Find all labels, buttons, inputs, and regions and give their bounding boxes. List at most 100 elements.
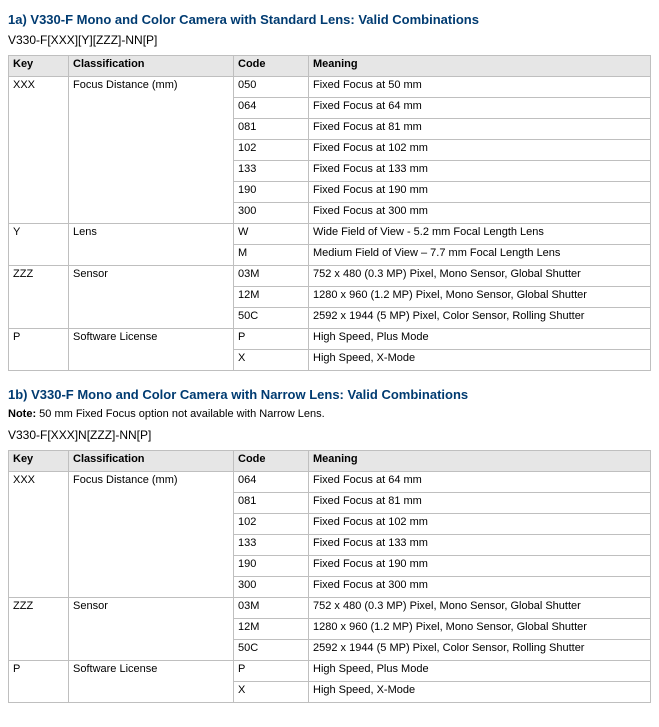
table-row: 133Fixed Focus at 133 mm (9, 161, 651, 182)
table-row: MMedium Field of View – 7.7 mm Focal Len… (9, 245, 651, 266)
cell-key (9, 514, 69, 535)
cell-meaning: Fixed Focus at 50 mm (309, 77, 651, 98)
cell-code: 03M (234, 598, 309, 619)
cell-key (9, 203, 69, 224)
table-row: 133Fixed Focus at 133 mm (9, 535, 651, 556)
cell-meaning: Fixed Focus at 133 mm (309, 161, 651, 182)
col-class: Classification (69, 451, 234, 472)
note-text: 50 mm Fixed Focus option not available w… (36, 408, 325, 420)
cell-meaning: Fixed Focus at 102 mm (309, 140, 651, 161)
cell-meaning: Fixed Focus at 190 mm (309, 182, 651, 203)
table-row: 102Fixed Focus at 102 mm (9, 514, 651, 535)
cell-code: X (234, 350, 309, 371)
col-code: Code (234, 451, 309, 472)
cell-code: X (234, 682, 309, 703)
cell-key (9, 556, 69, 577)
cell-meaning: Fixed Focus at 102 mm (309, 514, 651, 535)
cell-class (69, 182, 234, 203)
cell-class: Lens (69, 224, 234, 245)
table-row: PSoftware LicensePHigh Speed, Plus Mode (9, 329, 651, 350)
section-a-title: 1a) V330-F Mono and Color Camera with St… (8, 12, 651, 27)
cell-code: 12M (234, 287, 309, 308)
cell-code: 190 (234, 556, 309, 577)
cell-code: 133 (234, 161, 309, 182)
cell-key (9, 640, 69, 661)
section-b-note: Note: 50 mm Fixed Focus option not avail… (8, 408, 651, 420)
cell-key (9, 493, 69, 514)
cell-class (69, 514, 234, 535)
cell-meaning: 1280 x 960 (1.2 MP) Pixel, Mono Sensor, … (309, 287, 651, 308)
cell-key: ZZZ (9, 598, 69, 619)
cell-class (69, 350, 234, 371)
cell-key (9, 245, 69, 266)
cell-key: Y (9, 224, 69, 245)
cell-key: XXX (9, 77, 69, 98)
cell-meaning: Fixed Focus at 190 mm (309, 556, 651, 577)
cell-class (69, 119, 234, 140)
cell-code: 102 (234, 514, 309, 535)
cell-meaning: Wide Field of View - 5.2 mm Focal Length… (309, 224, 651, 245)
cell-code: 133 (234, 535, 309, 556)
cell-code: 102 (234, 140, 309, 161)
cell-class (69, 140, 234, 161)
cell-class (69, 287, 234, 308)
cell-key (9, 161, 69, 182)
cell-meaning: Fixed Focus at 64 mm (309, 98, 651, 119)
cell-code: 190 (234, 182, 309, 203)
cell-code: 03M (234, 266, 309, 287)
cell-class: Focus Distance (mm) (69, 472, 234, 493)
cell-meaning: Medium Field of View – 7.7 mm Focal Leng… (309, 245, 651, 266)
cell-meaning: High Speed, Plus Mode (309, 661, 651, 682)
cell-meaning: Fixed Focus at 64 mm (309, 472, 651, 493)
table-row: 081Fixed Focus at 81 mm (9, 119, 651, 140)
cell-code: 300 (234, 203, 309, 224)
cell-code: 300 (234, 577, 309, 598)
cell-code: P (234, 661, 309, 682)
cell-key (9, 140, 69, 161)
cell-code: 064 (234, 98, 309, 119)
cell-class (69, 98, 234, 119)
cell-meaning: Fixed Focus at 81 mm (309, 119, 651, 140)
table-row: PSoftware LicensePHigh Speed, Plus Mode (9, 661, 651, 682)
cell-class: Sensor (69, 598, 234, 619)
table-row: 102Fixed Focus at 102 mm (9, 140, 651, 161)
col-code: Code (234, 56, 309, 77)
col-key: Key (9, 56, 69, 77)
cell-class (69, 619, 234, 640)
cell-meaning: High Speed, X-Mode (309, 682, 651, 703)
col-mean: Meaning (309, 451, 651, 472)
section-b-title: 1b) V330-F Mono and Color Camera with Na… (8, 387, 651, 402)
table-b-body: XXXFocus Distance (mm)064Fixed Focus at … (9, 472, 651, 703)
table-b: Key Classification Code Meaning XXXFocus… (8, 450, 651, 703)
cell-key: P (9, 329, 69, 350)
cell-class (69, 161, 234, 182)
table-row: ZZZSensor03M752 x 480 (0.3 MP) Pixel, Mo… (9, 598, 651, 619)
cell-key (9, 308, 69, 329)
cell-meaning: Fixed Focus at 81 mm (309, 493, 651, 514)
cell-key: ZZZ (9, 266, 69, 287)
cell-key (9, 287, 69, 308)
cell-code: W (234, 224, 309, 245)
table-a: Key Classification Code Meaning XXXFocus… (8, 55, 651, 371)
cell-code: 064 (234, 472, 309, 493)
cell-key (9, 682, 69, 703)
table-row: 300Fixed Focus at 300 mm (9, 577, 651, 598)
cell-meaning: 752 x 480 (0.3 MP) Pixel, Mono Sensor, G… (309, 266, 651, 287)
cell-class (69, 308, 234, 329)
cell-class (69, 577, 234, 598)
cell-class: Software License (69, 661, 234, 682)
cell-key (9, 577, 69, 598)
cell-key (9, 535, 69, 556)
cell-code: P (234, 329, 309, 350)
table-row: ZZZSensor03M752 x 480 (0.3 MP) Pixel, Mo… (9, 266, 651, 287)
table-row: XHigh Speed, X-Mode (9, 682, 651, 703)
cell-code: 081 (234, 119, 309, 140)
cell-key: XXX (9, 472, 69, 493)
cell-class: Focus Distance (mm) (69, 77, 234, 98)
cell-meaning: Fixed Focus at 300 mm (309, 577, 651, 598)
table-row: 12M1280 x 960 (1.2 MP) Pixel, Mono Senso… (9, 619, 651, 640)
col-class: Classification (69, 56, 234, 77)
section-b-pattern: V330-F[XXX]N[ZZZ]-NN[P] (8, 428, 651, 442)
cell-class (69, 203, 234, 224)
cell-meaning: High Speed, Plus Mode (309, 329, 651, 350)
